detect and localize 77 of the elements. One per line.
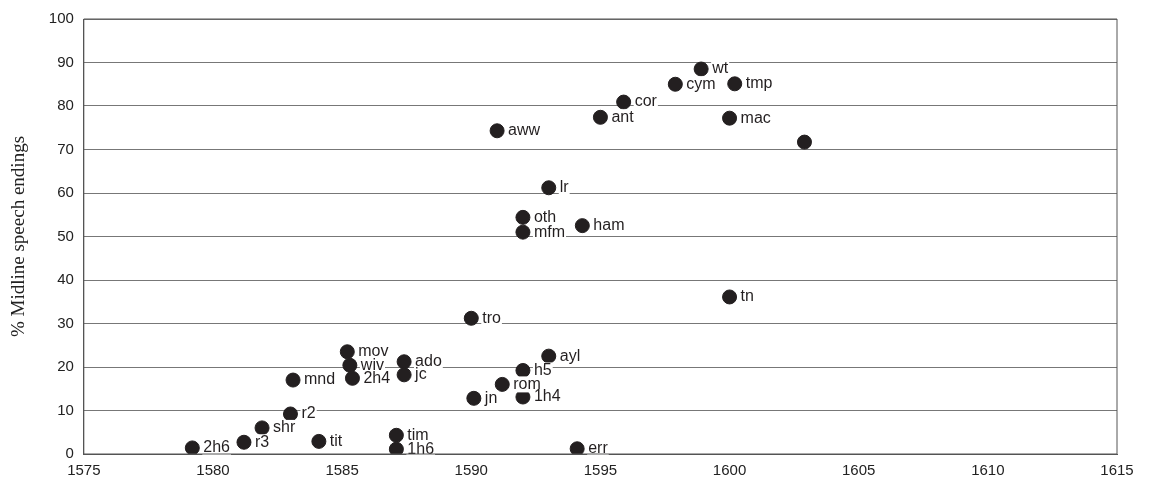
point [592, 109, 608, 125]
data-label: tit [329, 431, 343, 449]
x-tick-label: 1615 [1100, 461, 1134, 479]
y-tick-label: 100 [48, 9, 74, 27]
data-label: ayl [559, 346, 581, 364]
point [515, 209, 531, 225]
point [569, 441, 585, 454]
y-tick-label: 40 [57, 270, 74, 288]
data-label: 2h6 [203, 438, 231, 456]
x-tick-label: 1610 [971, 461, 1005, 479]
point [667, 76, 683, 92]
point [254, 420, 270, 436]
point [339, 344, 355, 360]
point [489, 123, 505, 139]
data-label: mnd [304, 370, 336, 388]
y-tick-label: 60 [57, 183, 74, 201]
y-axis-title: % Midline speech endings [7, 135, 29, 338]
data-label: mac [740, 108, 771, 126]
point [285, 372, 301, 388]
y-tick-label: 0 [65, 444, 74, 462]
point [722, 289, 738, 305]
y-tick-label: 10 [57, 400, 74, 418]
data-label: cor [634, 92, 658, 110]
data-label: mfm [533, 222, 566, 240]
point [693, 61, 709, 77]
point [494, 376, 510, 392]
point [463, 310, 479, 326]
point [574, 218, 590, 234]
point [184, 440, 200, 454]
point [541, 348, 557, 364]
point [344, 370, 360, 386]
data-label: jn [483, 388, 498, 406]
point [342, 357, 358, 373]
y-tick-label: 50 [57, 226, 74, 244]
data-label: wt [711, 59, 729, 77]
data-label: err [588, 439, 609, 457]
point [727, 76, 743, 92]
data-label: aww [508, 121, 541, 139]
data-label: r3 [254, 432, 270, 450]
x-tick-label: 1590 [454, 461, 488, 479]
x-tick-label: 1580 [196, 461, 230, 479]
y-tick-label: 80 [57, 96, 74, 114]
x-tick-label: 1605 [842, 461, 876, 479]
data-label: tmp [745, 74, 773, 92]
y-tick-label: 30 [57, 313, 74, 331]
point [396, 367, 412, 383]
data-label: lr [559, 178, 570, 196]
data-label: oth [533, 207, 557, 225]
point [722, 110, 738, 126]
point [388, 441, 404, 454]
point [388, 427, 404, 443]
point [796, 134, 812, 150]
point [396, 354, 412, 370]
x-tick-label: 1600 [712, 461, 747, 479]
data-label: h5 [533, 360, 552, 378]
y-tick-label: 70 [57, 139, 74, 157]
data-label: tro [482, 308, 502, 326]
data-label: shr [273, 418, 296, 436]
x-tick-label: 1575 [67, 461, 101, 479]
point [616, 94, 632, 110]
data-label: tn [740, 287, 754, 305]
data-label: cym [686, 74, 716, 92]
point [515, 224, 531, 240]
point [466, 390, 482, 406]
y-tick-label: 90 [57, 52, 74, 70]
point [311, 433, 327, 449]
point [541, 180, 557, 196]
data-label: ham [593, 216, 625, 234]
data-label: ant [611, 107, 635, 125]
data-label: r2 [301, 404, 316, 422]
data-label: 1h6 [407, 439, 435, 457]
data-label: ado [415, 352, 442, 370]
x-tick-label: 1585 [325, 461, 359, 479]
point [515, 362, 531, 378]
y-tick-label: 20 [57, 357, 74, 375]
x-tick-label: 1595 [583, 461, 618, 479]
point [236, 434, 252, 450]
